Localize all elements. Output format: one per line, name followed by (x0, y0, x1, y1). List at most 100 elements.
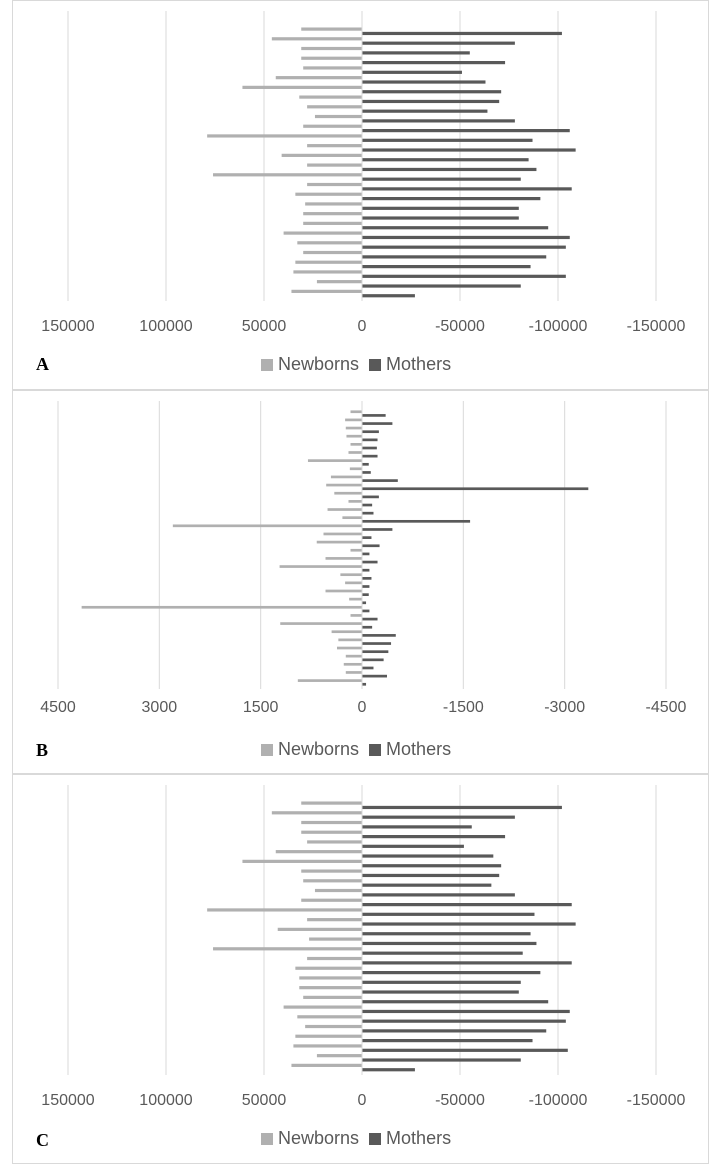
bar-mothers (362, 815, 515, 819)
bar-newborns (330, 475, 362, 479)
panel-b: 4500 3000 1500 0 -1500 -3000 -4500 B Newborns … (12, 390, 709, 774)
bar-newborns (316, 280, 362, 284)
bar-mothers (362, 961, 572, 965)
bar-newborns (280, 622, 362, 625)
mothers-swatch (369, 358, 382, 371)
bar-newborns (350, 548, 362, 552)
bar-mothers (362, 294, 415, 298)
bar-newborns (301, 898, 362, 902)
bar-newborns (307, 105, 362, 109)
bar-newborns (303, 995, 362, 999)
bar-newborns (271, 811, 362, 815)
bar-newborns (301, 56, 362, 60)
bar-newborns (307, 840, 362, 844)
bar-newborns (172, 524, 362, 528)
bar-newborns (275, 850, 362, 854)
panel-c: 150000 100000 50000 0 -50000 -100000 -150000 C… (12, 774, 709, 1164)
bar-mothers (362, 990, 519, 994)
bar-newborns (242, 859, 362, 863)
bar-mothers (362, 825, 472, 829)
bar-mothers (362, 90, 502, 94)
bar-mothers (362, 438, 378, 442)
x-tick-label: 0 (358, 318, 367, 335)
bar-newborns (293, 270, 362, 274)
bar-mothers (362, 446, 377, 450)
bar-newborns (242, 85, 362, 89)
bar-newborns (297, 241, 362, 245)
bar-newborns (345, 581, 362, 585)
bar-newborns (326, 483, 362, 487)
bar-newborns (281, 153, 362, 157)
bar-mothers (362, 903, 572, 907)
bar-mothers (362, 422, 393, 425)
bar-newborns (301, 46, 362, 51)
bar-newborns (297, 1015, 362, 1019)
bar-newborns (303, 124, 362, 128)
bar-newborns (346, 434, 362, 438)
x-tick-label: -100000 (529, 318, 588, 335)
x-tick-label: 100000 (139, 318, 192, 335)
bar-mothers (362, 495, 379, 499)
panel-a: 150000 100000 50000 0 -50000 -100000 -150000 A… (12, 0, 709, 390)
newborns-swatch (261, 743, 273, 756)
bar-mothers (362, 245, 566, 249)
x-tick-label: 50000 (242, 1092, 287, 1109)
bar-newborns (345, 671, 362, 674)
legend-item-newborns: Newborns (261, 1128, 359, 1149)
bar-mothers (362, 519, 471, 523)
bar-mothers (362, 835, 506, 839)
legend-item-mothers: Mothers (369, 354, 451, 375)
x-tick-label: -1500 (443, 699, 484, 716)
bar-mothers (362, 1000, 549, 1004)
bar-mothers (362, 479, 398, 482)
bar-newborns (316, 540, 362, 544)
bar-newborns (345, 654, 362, 658)
bar-newborns (207, 134, 362, 138)
mothers-swatch (369, 743, 382, 756)
bar-newborns (307, 182, 362, 187)
bar-newborns (207, 908, 362, 912)
bar-mothers (362, 844, 464, 848)
bar-mothers (362, 206, 519, 210)
bar-mothers (362, 617, 378, 621)
panel-letter-a: A (36, 354, 49, 374)
x-tick-label: 150000 (41, 1092, 94, 1109)
bar-newborns (350, 614, 362, 617)
bar-mothers (362, 883, 492, 887)
bar-mothers (362, 912, 535, 916)
bar-newborns (327, 508, 362, 511)
bar-newborns (342, 516, 362, 520)
bar-newborns (349, 467, 362, 471)
legend-label-mothers: Mothers (386, 1128, 452, 1148)
bar-mothers (362, 1029, 547, 1033)
bar-newborns (295, 1034, 362, 1038)
bar-mothers (362, 430, 379, 434)
bar-mothers (362, 138, 533, 142)
bar-mothers (362, 922, 576, 926)
bar-mothers (362, 511, 374, 515)
x-tick-label: 100000 (139, 1092, 192, 1109)
x-tick-label: -150000 (627, 318, 686, 335)
bar-newborns (305, 202, 362, 206)
bar-mothers (362, 577, 372, 580)
bar-mothers (362, 873, 500, 878)
bar-mothers (362, 1039, 533, 1043)
legend-label-mothers: Mothers (386, 354, 452, 374)
bar-newborns (325, 557, 362, 560)
bar-mothers (362, 414, 386, 417)
bar-mothers (362, 536, 372, 539)
bar-newborns (305, 1024, 362, 1029)
x-tick-label: -100000 (529, 1092, 588, 1109)
bar-newborns (299, 95, 362, 99)
bar-newborns (331, 630, 362, 634)
newborns-swatch (261, 1132, 273, 1145)
bar-mothers (362, 187, 572, 191)
bar-mothers (362, 674, 387, 678)
bar-mothers (362, 864, 502, 868)
bar-mothers (362, 544, 380, 548)
legend-label-newborns: Newborns (278, 354, 360, 374)
x-tick-label: -3000 (544, 699, 585, 716)
x-tick-label: -50000 (435, 318, 485, 335)
bar-newborns (314, 114, 362, 119)
bar-mothers (362, 265, 531, 269)
